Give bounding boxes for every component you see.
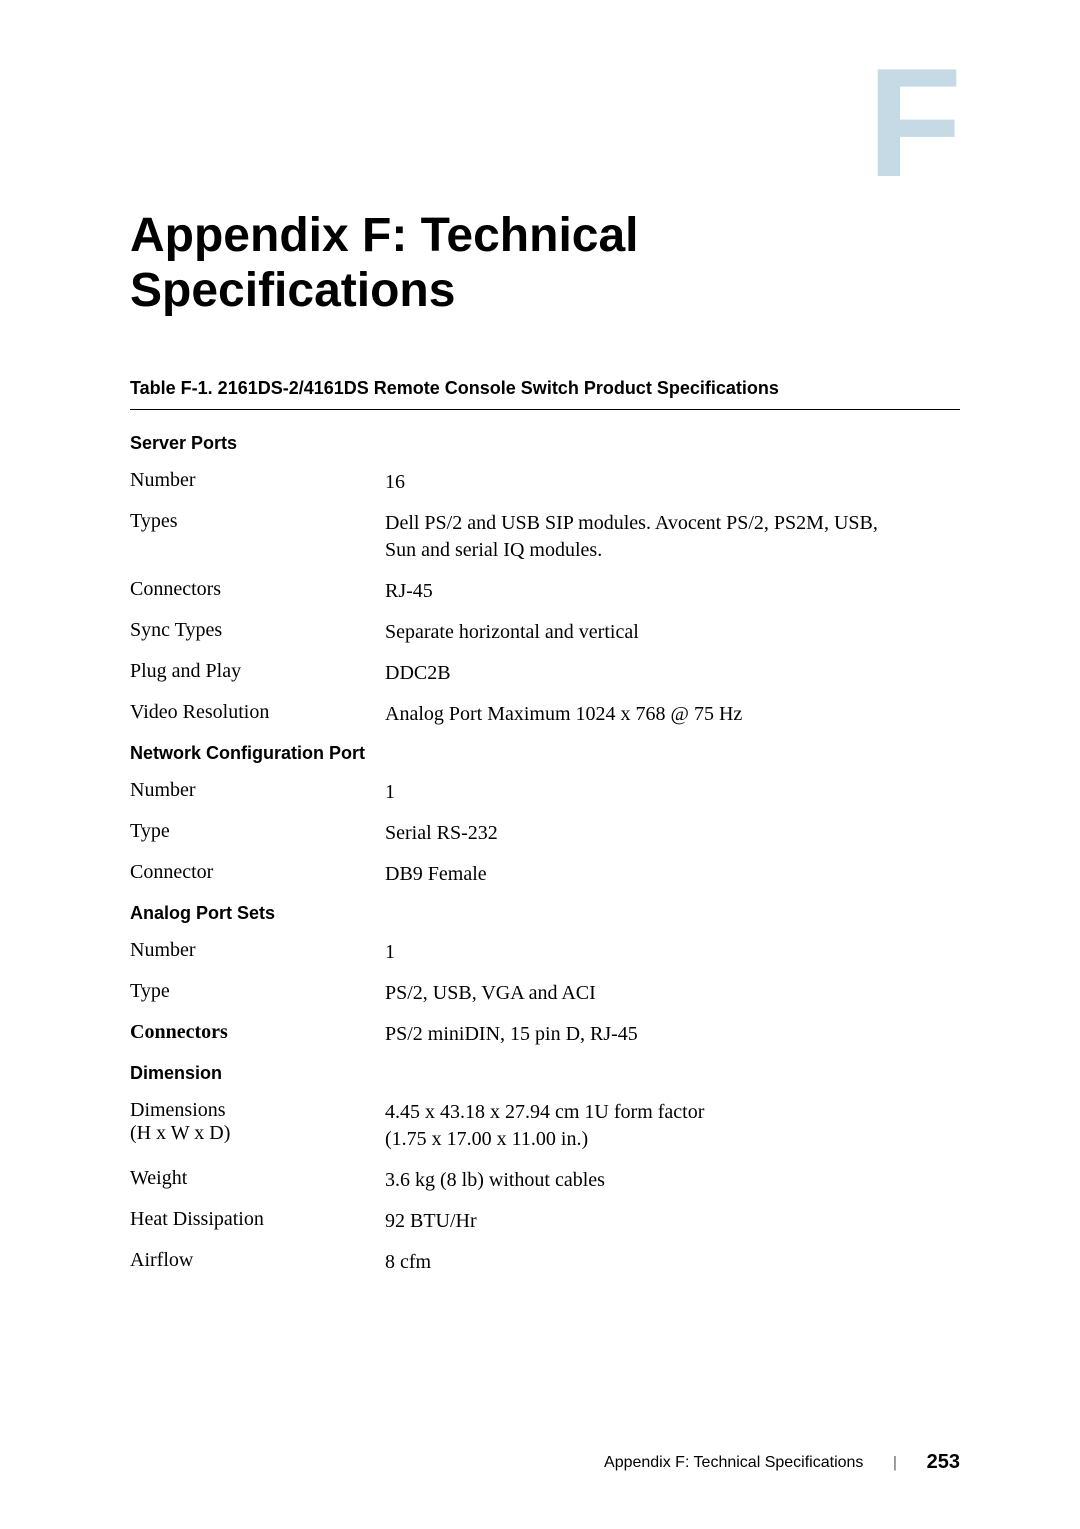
spec-value: PS/2, USB, VGA and ACI: [385, 980, 596, 1007]
spec-label: Connector: [130, 861, 385, 888]
table-row: Plug and Play DDC2B: [130, 653, 960, 694]
table-row: Video Resolution Analog Port Maximum 102…: [130, 694, 960, 735]
spec-label: Heat Dissipation: [130, 1208, 385, 1235]
table-row: Number 1: [130, 932, 960, 973]
section-header-server-ports: Server Ports: [130, 425, 960, 462]
spec-value: 16: [385, 469, 405, 496]
table-title: Table F-1. 2161DS-2/4161DS Remote Consol…: [130, 378, 960, 399]
spec-label: Number: [130, 469, 385, 496]
footer-divider: |: [893, 1454, 896, 1472]
table-row: Heat Dissipation 92 BTU/Hr: [130, 1201, 960, 1242]
spec-value: Serial RS-232: [385, 820, 498, 847]
spec-label: Types: [130, 510, 385, 564]
spec-value: DB9 Female: [385, 861, 487, 888]
section-header-analog-port: Analog Port Sets: [130, 895, 960, 932]
spec-label: Weight: [130, 1167, 385, 1194]
spec-value: Dell PS/2 and USB SIP modules. Avocent P…: [385, 510, 878, 564]
spec-label: Connectors: [130, 1021, 385, 1048]
spec-label: Plug and Play: [130, 660, 385, 687]
spec-value: PS/2 miniDIN, 15 pin D, RJ-45: [385, 1021, 638, 1048]
spec-value: 3.6 kg (8 lb) without cables: [385, 1167, 605, 1194]
spec-value: 4.45 x 43.18 x 27.94 cm 1U form factor(1…: [385, 1099, 704, 1153]
spec-label: Sync Types: [130, 619, 385, 646]
page-footer: Appendix F: Technical Specifications | 2…: [604, 1451, 960, 1474]
section-header-network-config: Network Configuration Port: [130, 735, 960, 772]
table-row: Number 1: [130, 772, 960, 813]
table-row: Types Dell PS/2 and USB SIP modules. Avo…: [130, 503, 960, 571]
spec-label: Connectors: [130, 578, 385, 605]
spec-value: Separate horizontal and vertical: [385, 619, 639, 646]
table-row: Dimensions(H x W x D) 4.45 x 43.18 x 27.…: [130, 1092, 960, 1160]
page-title: Appendix F: Technical Specifications: [130, 208, 960, 318]
spec-value: 1: [385, 779, 395, 806]
spec-label: Dimensions(H x W x D): [130, 1099, 385, 1153]
spec-value: DDC2B: [385, 660, 451, 687]
table-row: Type PS/2, USB, VGA and ACI: [130, 973, 960, 1014]
spec-value: Analog Port Maximum 1024 x 768 @ 75 Hz: [385, 701, 742, 728]
spec-label: Airflow: [130, 1249, 385, 1276]
spec-label: Number: [130, 779, 385, 806]
spec-label: Type: [130, 980, 385, 1007]
appendix-letter: F: [867, 45, 962, 200]
table-row: Airflow 8 cfm: [130, 1242, 960, 1283]
spec-label: Type: [130, 820, 385, 847]
footer-section-name: Appendix F: Technical Specifications: [604, 1454, 863, 1472]
table-row: Number 16: [130, 462, 960, 503]
table-row: Connector DB9 Female: [130, 854, 960, 895]
spec-label: Video Resolution: [130, 701, 385, 728]
footer-page-number: 253: [927, 1451, 960, 1474]
table-row: Type Serial RS-232: [130, 813, 960, 854]
spec-value: 92 BTU/Hr: [385, 1208, 477, 1235]
table-row: Sync Types Separate horizontal and verti…: [130, 612, 960, 653]
table-row: Weight 3.6 kg (8 lb) without cables: [130, 1160, 960, 1201]
spec-value: RJ-45: [385, 578, 433, 605]
spec-label: Number: [130, 939, 385, 966]
table-row: Connectors RJ-45: [130, 571, 960, 612]
spec-value: 1: [385, 939, 395, 966]
section-header-dimension: Dimension: [130, 1055, 960, 1092]
spec-value: 8 cfm: [385, 1249, 431, 1276]
title-divider: [130, 409, 960, 410]
table-row: Connectors PS/2 miniDIN, 15 pin D, RJ-45: [130, 1014, 960, 1055]
